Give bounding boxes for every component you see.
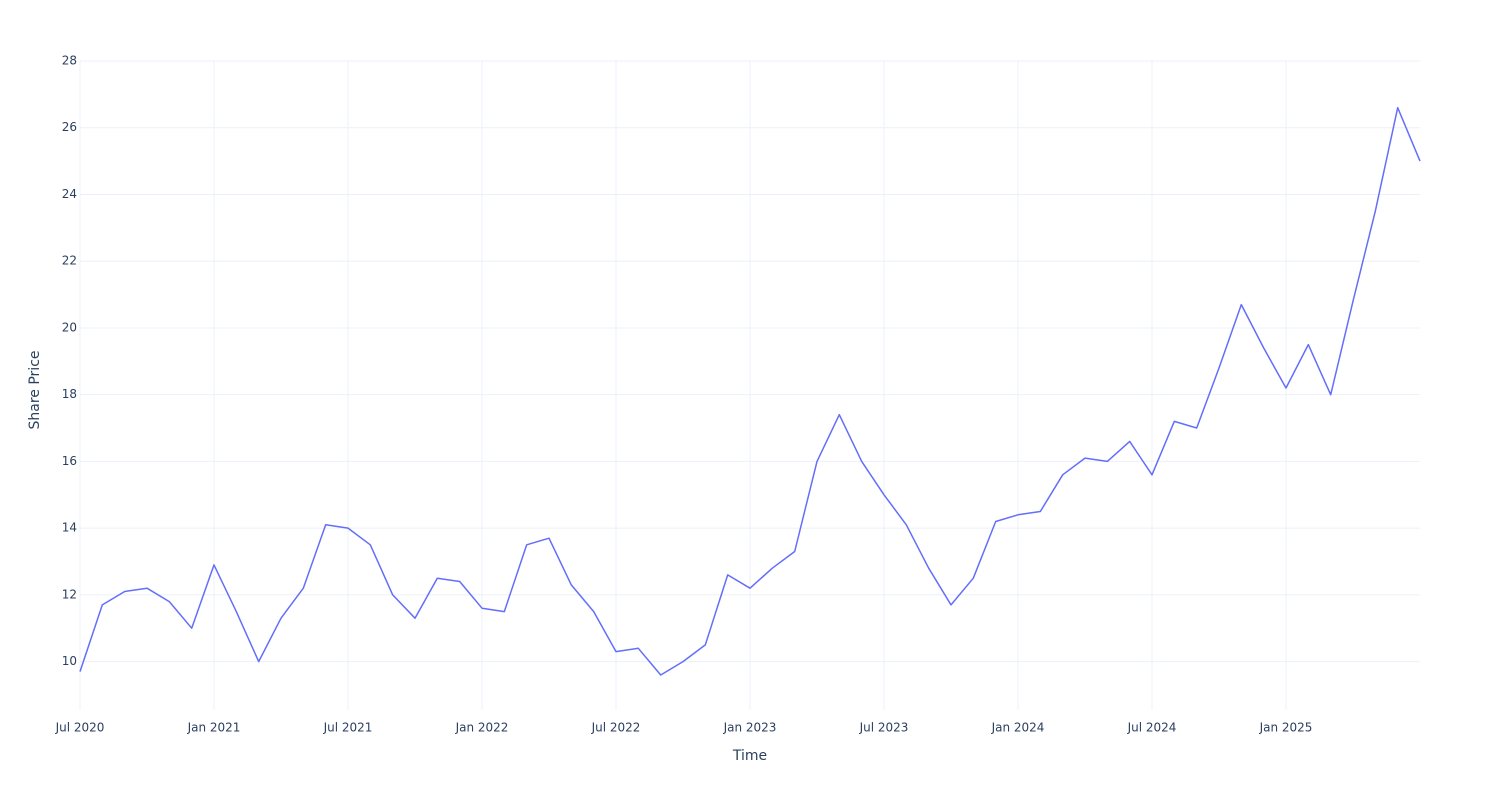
x-tick-label: Jan 2023 [723,721,777,735]
x-tick-label: Jan 2025 [1259,721,1313,735]
x-tick-label: Jul 2023 [859,721,909,735]
y-tick-label: 26 [62,120,77,134]
y-tick-label: 22 [62,254,77,268]
y-tick-label: 10 [62,654,77,668]
y-tick-label: 16 [62,454,77,468]
y-tick-label: 20 [62,320,77,334]
x-tick-label: Jan 2022 [455,721,509,735]
x-tick-label: Jul 2020 [55,721,105,735]
x-tick-label: Jul 2024 [1127,721,1177,735]
line [79,106,1421,676]
x-axis-title: Time [732,748,767,764]
x-tick-label: Jan 2021 [187,721,241,735]
y-axis-title: Share Price [27,350,43,429]
x-tick-label: Jan 2024 [991,721,1045,735]
y-tick-label: 18 [62,387,77,401]
y-tick-label: 24 [62,187,77,201]
y-tick-label: 28 [62,54,77,68]
y-tick-label: 14 [62,521,77,535]
x-tick-label: Jul 2021 [323,721,373,735]
y-tick-label: 12 [62,587,77,601]
x-tick-label: Jul 2022 [591,721,641,735]
